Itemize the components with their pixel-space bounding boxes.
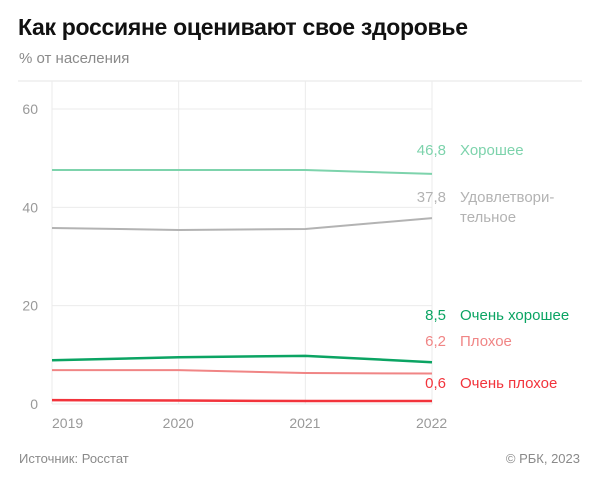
x-tick-label: 2021 bbox=[289, 415, 320, 431]
series-name-label: Удовлетвори- bbox=[460, 189, 554, 206]
end-value-label: 37,8 bbox=[417, 189, 446, 206]
series-line-4 bbox=[51, 398, 432, 403]
x-tick-label: 2022 bbox=[416, 415, 447, 431]
end-value-label: 6,2 bbox=[425, 333, 446, 350]
end-value-label: 8,5 bbox=[425, 307, 446, 324]
series-name-label: Плохое bbox=[460, 333, 512, 350]
end-value-label: 0,6 bbox=[425, 375, 446, 392]
source-note: Источник: Росстат bbox=[19, 451, 129, 466]
series-line-2 bbox=[51, 354, 433, 364]
y-tick-label: 60 bbox=[22, 101, 38, 117]
copyright: © РБК, 2023 bbox=[505, 451, 580, 466]
x-tick-label: 2020 bbox=[163, 415, 194, 431]
y-tick-label: 0 bbox=[30, 396, 38, 412]
series-name-label: тельное bbox=[460, 209, 516, 226]
series-name-label: Очень плохое bbox=[460, 375, 557, 392]
series-name-label: Хорошее bbox=[460, 142, 524, 159]
series-line-3 bbox=[52, 369, 433, 375]
series-name-label: Очень хорошее bbox=[460, 307, 569, 324]
y-tick-label: 20 bbox=[22, 298, 38, 314]
end-value-label: 46,8 bbox=[417, 142, 446, 159]
chart-subtitle: % от населения bbox=[19, 50, 130, 67]
series-line-1 bbox=[51, 217, 433, 231]
series-line-0 bbox=[52, 168, 433, 175]
x-tick-label: 2019 bbox=[52, 415, 83, 431]
page-title: Как россияне оценивают свое здоровье bbox=[18, 14, 468, 40]
y-tick-label: 40 bbox=[22, 199, 38, 215]
